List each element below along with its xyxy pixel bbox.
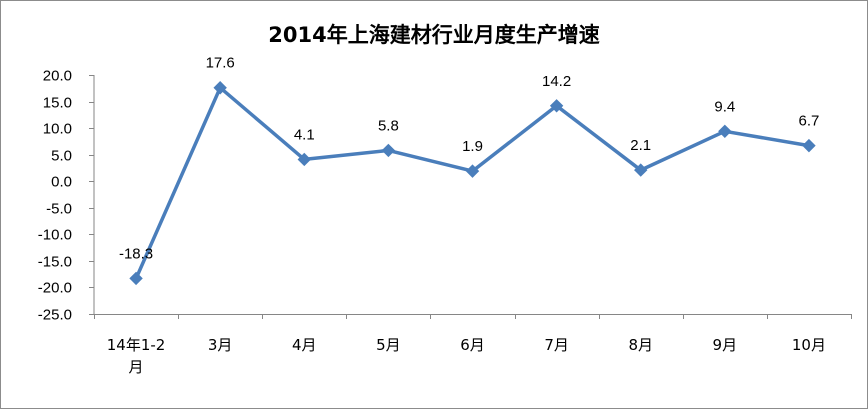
data-label: -18.3 <box>119 245 153 262</box>
data-label: 14.2 <box>542 73 571 90</box>
data-point-marker <box>129 271 143 286</box>
data-point-marker <box>213 81 227 95</box>
y-tick-label: -10.0 <box>38 227 72 244</box>
data-label: 2.1 <box>630 137 651 154</box>
series-line-group <box>129 81 816 286</box>
x-tick-label: 4月 <box>292 336 317 354</box>
y-tick-label: -20.0 <box>38 280 72 297</box>
y-tick-label: 10.0 <box>43 121 72 138</box>
y-axis: 20.0 15.0 10.0 5.0 0.0 -5.0 -10.0 -15.0 -20.0 -25… <box>38 68 95 324</box>
x-tick-label: 3月 <box>208 336 233 354</box>
x-tick-label: 10月 <box>792 336 826 354</box>
x-tick-label: 7月 <box>544 336 569 354</box>
series-line <box>134 85 810 280</box>
data-point-marker <box>297 152 311 167</box>
data-point-marker <box>465 164 480 178</box>
y-tick-label: -15.0 <box>38 254 72 271</box>
data-label: 6.7 <box>799 113 820 130</box>
data-label: 9.4 <box>714 98 735 115</box>
data-label-group: -18.3 17.6 4.1 5.8 1.9 14.2 2.1 9.4 6.7 <box>119 55 819 263</box>
data-label: 1.9 <box>462 138 483 155</box>
x-tick-label: 9月 <box>713 336 738 354</box>
data-point-marker <box>634 163 648 177</box>
x-tick-label: 5月 <box>376 336 401 354</box>
data-point-marker <box>802 138 816 153</box>
data-label: 4.1 <box>294 126 315 143</box>
x-tick-label: 8月 <box>628 336 653 354</box>
y-tick-label: 5.0 <box>51 148 72 165</box>
x-tick-label: 14年1-2 月 <box>107 336 166 376</box>
data-point-marker <box>718 124 732 139</box>
y-tick-label: 15.0 <box>43 95 72 112</box>
y-tick-label: -25.0 <box>38 307 72 324</box>
data-point-marker <box>381 143 396 158</box>
y-tick-label: 20.0 <box>43 68 72 85</box>
x-axis: 14年1-2 月 3月 4月 5月 6月 7月 8月 9月 10月 <box>94 314 852 376</box>
x-tick-label: 6月 <box>460 336 485 354</box>
y-tick-label: -5.0 <box>46 201 72 218</box>
chart-title: 2014年上海建材行业月度生产增速 <box>268 23 599 47</box>
data-label: 5.8 <box>378 117 399 134</box>
data-point-marker <box>549 99 564 113</box>
data-label: 17.6 <box>206 55 235 72</box>
y-tick-label: 0.0 <box>51 174 72 191</box>
